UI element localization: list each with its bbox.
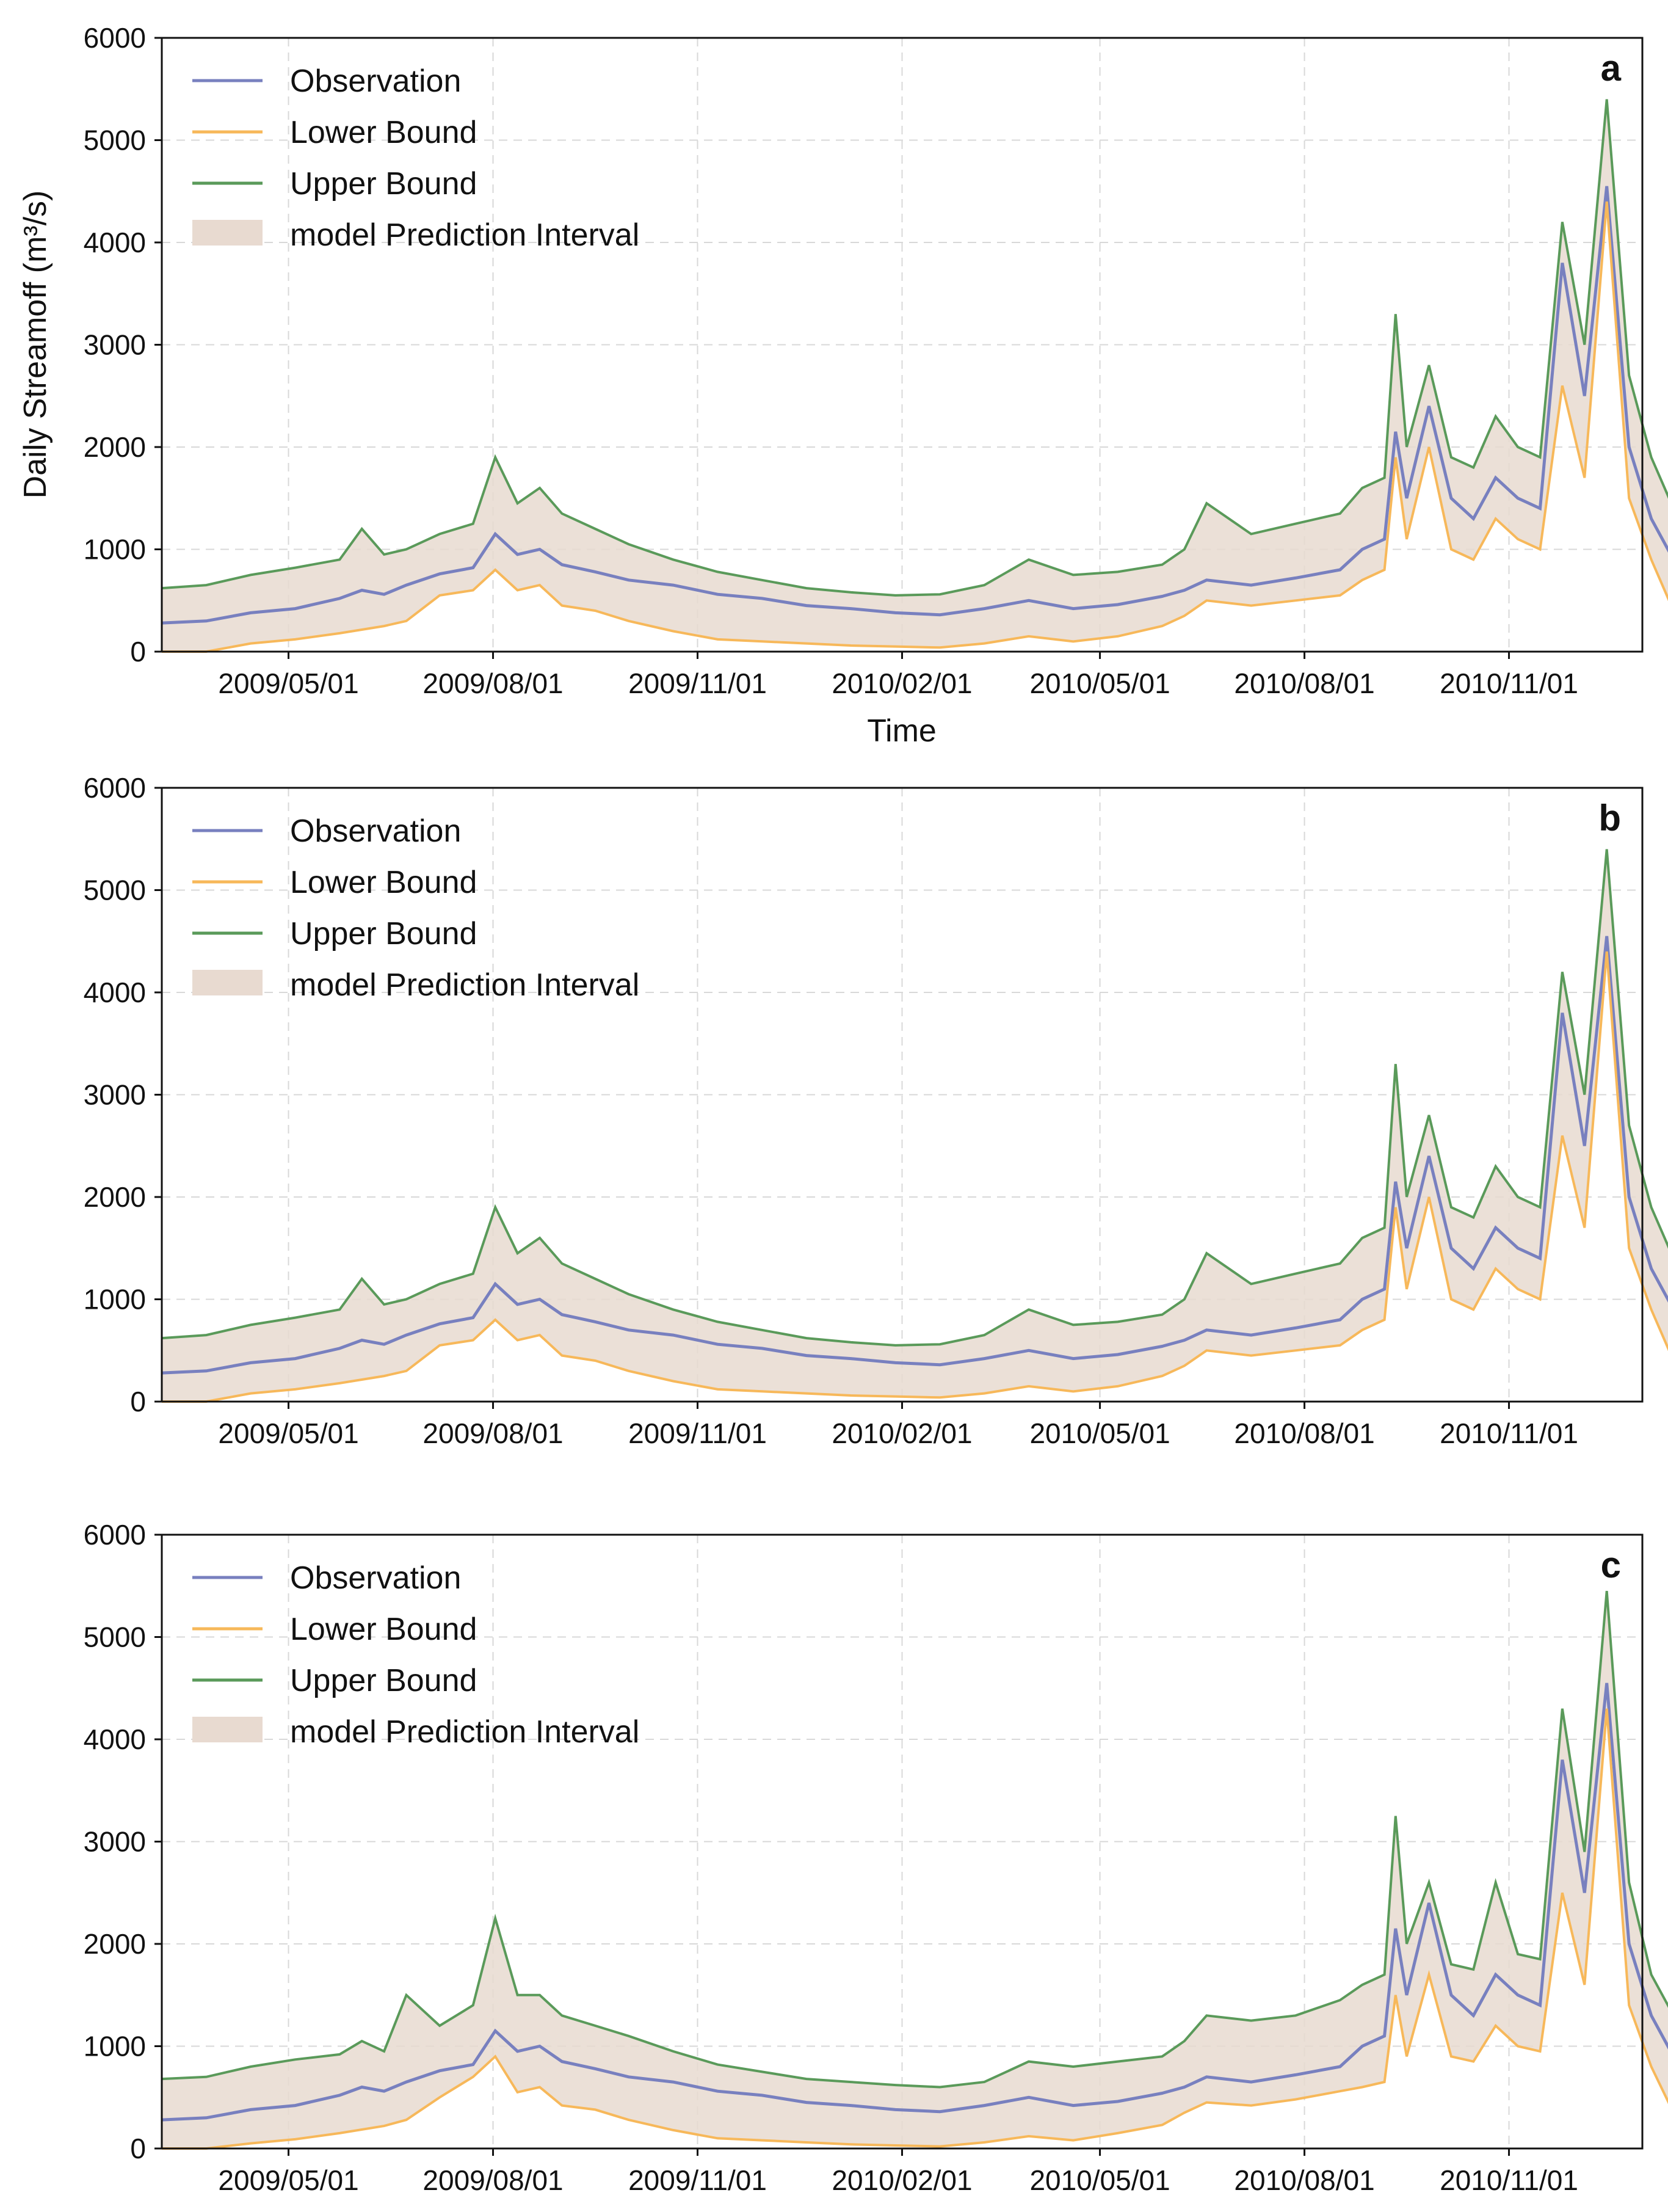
legend-label: Observation — [290, 1560, 461, 1596]
y-tick-label: 6000 — [84, 1519, 146, 1551]
y-tick-label: 4000 — [84, 227, 146, 258]
legend-swatch — [192, 220, 263, 246]
x-tick-label: 2010/02/01 — [832, 668, 972, 699]
upper-bound-line-c — [161, 1590, 1668, 2089]
lower-bound-line-a — [162, 201, 1668, 653]
legend-a: Observation Lower Bound Upper Bound model P… — [192, 64, 639, 253]
panel-letter-a: a — [1601, 48, 1622, 89]
legend-c: Observation Lower Bound Upper Bound model P… — [192, 1560, 639, 1750]
interval-band-a — [162, 99, 1668, 652]
x-tick-label: 2009/05/01 — [218, 668, 358, 699]
y-axis-c: 0 1000 2000 3000 4000 5000 6000 — [84, 1519, 162, 2164]
legend-label: model Prediction Interval — [290, 217, 639, 253]
x-tick-label: 2010/08/01 — [1234, 1417, 1374, 1449]
y-tick-label: 2000 — [84, 1928, 146, 1960]
x-tick-label: 2010/11/01 — [1440, 2164, 1578, 2196]
lower-bound-line-b — [162, 951, 1668, 1403]
legend-label: Lower Bound — [290, 865, 477, 900]
x-tick-label: 2010/05/01 — [1029, 1417, 1170, 1449]
y-tick-label: 3000 — [84, 1826, 146, 1858]
x-tick-label: 2010/11/01 — [1440, 1417, 1578, 1449]
legend-label: Observation — [290, 64, 461, 99]
x-tick-label: 2010/02/01 — [832, 2164, 972, 2196]
legend-label: Upper Bound — [290, 1663, 477, 1698]
x-tick-label: 2009/08/01 — [422, 2164, 563, 2196]
y-tick-label: 5000 — [84, 125, 146, 156]
x-tick-label: 2009/11/01 — [628, 1417, 767, 1449]
legend-label: model Prediction Interval — [290, 967, 639, 1003]
lower-bound-line-c — [162, 1708, 1668, 2150]
y-tick-label: 0 — [130, 1386, 146, 1417]
y-tick-label: 3000 — [84, 1079, 146, 1111]
x-tick-label: 2009/08/01 — [422, 668, 563, 699]
x-tick-label: 2010/08/01 — [1234, 668, 1374, 699]
observation-line-a — [161, 186, 1668, 625]
y-tick-label: 6000 — [84, 22, 146, 54]
legend-label: Upper Bound — [290, 166, 477, 202]
y-tick-label: 0 — [130, 2133, 146, 2164]
legend-label: Observation — [290, 813, 461, 849]
y-tick-label: 6000 — [84, 772, 146, 804]
upper-bound-line-a — [161, 99, 1668, 597]
y-axis-b: 0 1000 2000 3000 4000 5000 6000 — [84, 772, 162, 1417]
x-axis-a: 2009/05/01 2009/08/01 2009/11/01 2010/02/01… — [218, 652, 1578, 699]
interval-band-c — [162, 1591, 1668, 2148]
legend-label: Lower Bound — [290, 1612, 477, 1647]
observation-line-c — [161, 1683, 1668, 2122]
y-tick-label: 1000 — [84, 2031, 146, 2062]
x-tick-label: 2010/05/01 — [1029, 668, 1170, 699]
legend-label: model Prediction Interval — [290, 1714, 639, 1750]
y-axis-label: Daily Streamoff (m³/s) — [18, 191, 53, 499]
x-tick-label: 2009/11/01 — [628, 2164, 767, 2196]
x-tick-label: 2010/05/01 — [1029, 2164, 1170, 2196]
x-tick-label: 2009/11/01 — [628, 668, 767, 699]
legend-swatch — [192, 1717, 263, 1742]
x-axis-b: 2009/05/01 2009/08/01 2009/11/01 2010/02/01… — [218, 1402, 1578, 1449]
observation-line-b — [161, 936, 1668, 1375]
legend-swatch — [192, 970, 263, 995]
legend-b: Observation Lower Bound Upper Bound model P… — [192, 813, 639, 1003]
x-tick-label: 2009/05/01 — [218, 1417, 358, 1449]
x-axis-c: 2009/05/01 2009/08/01 2009/11/01 2010/02/01… — [218, 2148, 1578, 2196]
y-tick-label: 0 — [130, 636, 146, 668]
y-tick-label: 3000 — [84, 329, 146, 361]
y-tick-label: 2000 — [84, 431, 146, 463]
x-tick-label: 2009/05/01 — [218, 2164, 358, 2196]
panel-letter-c: c — [1601, 1544, 1621, 1585]
x-tick-label: 2010/08/01 — [1234, 2164, 1374, 2196]
y-tick-label: 4000 — [84, 1723, 146, 1755]
x-tick-label: 2010/11/01 — [1440, 668, 1578, 699]
y-tick-label: 4000 — [84, 977, 146, 1008]
legend-label: Lower Bound — [290, 115, 477, 150]
x-tick-label: 2010/02/01 — [832, 1417, 972, 1449]
y-tick-label: 5000 — [84, 1621, 146, 1653]
y-tick-label: 1000 — [84, 1284, 146, 1315]
interval-band-b — [162, 849, 1668, 1402]
legend-label: Upper Bound — [290, 916, 477, 951]
upper-bound-line-b — [161, 849, 1668, 1347]
y-tick-label: 2000 — [84, 1181, 146, 1213]
panel-letter-b: b — [1598, 798, 1621, 839]
y-tick-label: 1000 — [84, 534, 146, 566]
x-tick-label: 2009/08/01 — [422, 1417, 563, 1449]
y-tick-label: 5000 — [84, 875, 146, 906]
x-axis-label: Time — [867, 713, 937, 749]
y-axis-a: 0 1000 2000 3000 4000 5000 6000 — [84, 22, 162, 668]
